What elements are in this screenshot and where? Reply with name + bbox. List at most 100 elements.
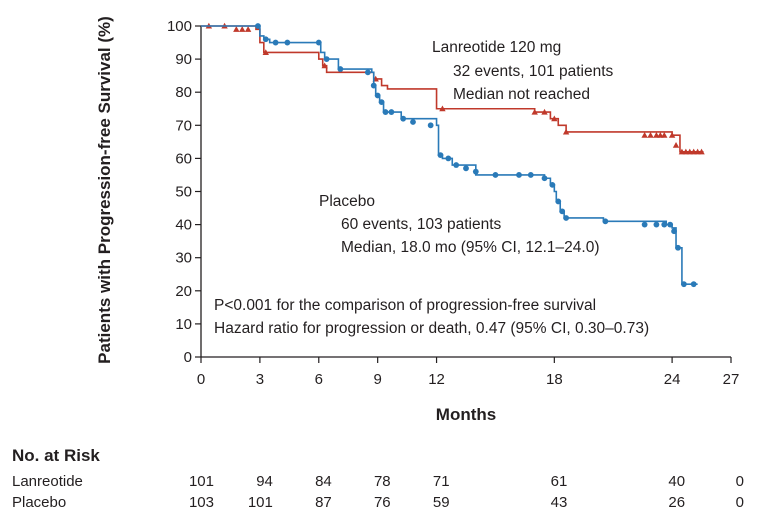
risk-row-label-lanreotide: Lanreotide <box>12 473 83 490</box>
y-tick-label: 80 <box>175 84 192 101</box>
y-tick-label: 70 <box>175 117 192 134</box>
x-tick-label: 0 <box>197 371 205 388</box>
series-layer <box>201 22 705 288</box>
censor-mark <box>672 141 680 148</box>
risk-value: 94 <box>256 473 273 490</box>
risk-table-values: 101 94 84 78 71 61 40 0 103 101 87 76 59 43 26 0 <box>189 473 744 511</box>
hazard-ratio-note: Hazard ratio for progression or death, 0… <box>214 320 649 337</box>
censor-mark <box>667 221 674 228</box>
censor-mark <box>472 168 479 175</box>
censor-mark <box>315 39 322 46</box>
x-tick-label: 24 <box>664 371 681 388</box>
x-axis-ticks: 0 3 6 9 12 18 24 27 <box>197 357 740 388</box>
risk-value: 103 <box>189 494 214 511</box>
censor-mark <box>255 23 261 29</box>
censor-mark <box>262 49 269 56</box>
risk-value: 43 <box>551 494 568 511</box>
censor-mark <box>602 218 609 225</box>
censor-mark <box>244 26 252 32</box>
censor-mark <box>527 172 534 178</box>
censor-mark <box>321 62 328 69</box>
censor-mark <box>427 122 434 129</box>
censor-mark <box>641 221 648 228</box>
censor-mark <box>668 132 676 138</box>
censor-mark <box>563 215 570 221</box>
censor-mark <box>400 115 407 122</box>
y-axis-ticks: 0 10 20 30 40 50 60 70 80 90 100 <box>167 18 201 366</box>
y-tick-label: 0 <box>184 349 192 366</box>
censor-mark <box>233 26 240 32</box>
placebo-label: Placebo <box>319 193 375 210</box>
censor-mark <box>661 221 668 228</box>
placebo-median: Median, 18.0 mo (95% CI, 12.1–24.0) <box>341 239 599 256</box>
risk-value: 59 <box>433 494 450 511</box>
censor-mark <box>323 56 330 62</box>
censor-mark <box>531 108 538 115</box>
y-tick-label: 20 <box>175 283 192 300</box>
placebo-events: 60 events, 103 patients <box>341 216 502 233</box>
risk-value: 61 <box>551 473 568 490</box>
censor-mark <box>541 108 548 115</box>
censor-mark <box>463 165 469 172</box>
censor-mark <box>284 39 291 46</box>
x-tick-label: 27 <box>723 371 740 388</box>
risk-value: 76 <box>374 494 391 511</box>
censor-mark <box>364 69 371 76</box>
censor-mark <box>370 82 377 89</box>
y-tick-label: 60 <box>175 150 192 167</box>
censor-mark <box>541 175 548 182</box>
lanreotide-median: Median not reached <box>453 86 590 103</box>
censor-mark <box>562 128 570 135</box>
censor-mark <box>439 105 446 112</box>
risk-table-title: No. at Risk <box>12 446 100 465</box>
risk-value: 26 <box>668 494 685 511</box>
risk-value: 0 <box>736 473 744 490</box>
x-tick-label: 3 <box>256 371 264 388</box>
y-tick-label: 30 <box>175 250 192 267</box>
censor-mark <box>680 281 687 288</box>
series-1 <box>201 23 698 288</box>
risk-value: 40 <box>668 473 685 490</box>
censor-mark <box>559 208 566 215</box>
x-tick-label: 9 <box>373 371 381 388</box>
censor-mark <box>437 152 444 158</box>
risk-value: 84 <box>315 473 332 490</box>
risk-value: 101 <box>189 473 214 490</box>
risk-value: 71 <box>433 473 450 490</box>
series-line-0 <box>201 25 704 153</box>
censor-mark <box>555 198 562 205</box>
censor-mark <box>690 281 697 288</box>
censor-mark <box>239 26 246 32</box>
censor-mark <box>445 155 452 162</box>
lanreotide-events: 32 events, 101 patients <box>453 63 614 80</box>
censor-mark <box>374 92 381 99</box>
censor-mark <box>388 109 395 115</box>
y-tick-label: 40 <box>175 217 192 234</box>
risk-row-label-placebo: Placebo <box>12 494 66 511</box>
x-tick-label: 18 <box>546 371 563 388</box>
p-value-note: P<0.001 for the comparison of progressio… <box>214 297 596 314</box>
censor-mark <box>453 162 460 168</box>
risk-value: 0 <box>736 494 744 511</box>
y-tick-label: 100 <box>167 18 192 35</box>
censor-mark <box>272 39 279 46</box>
censor-mark <box>551 115 558 122</box>
x-tick-label: 12 <box>428 371 445 388</box>
censor-mark <box>382 109 389 115</box>
censor-mark <box>410 119 416 125</box>
censor-mark <box>675 244 681 251</box>
censor-mark <box>262 36 269 43</box>
series-0 <box>201 22 705 155</box>
x-axis-title: Months <box>436 405 496 424</box>
censor-mark <box>641 132 648 138</box>
censor-mark <box>661 132 668 138</box>
censor-mark <box>698 148 705 155</box>
x-tick-label: 6 <box>315 371 323 388</box>
censor-mark <box>647 132 654 138</box>
censor-mark <box>671 228 677 235</box>
censor-mark <box>549 181 556 188</box>
lanreotide-label: Lanreotide 120 mg <box>432 39 561 56</box>
censor-mark <box>516 172 522 178</box>
censor-mark <box>378 99 385 106</box>
